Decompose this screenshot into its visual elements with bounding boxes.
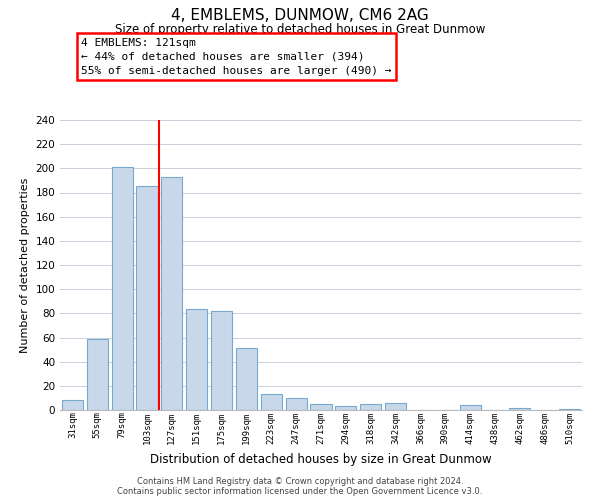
Text: Contains HM Land Registry data © Crown copyright and database right 2024.: Contains HM Land Registry data © Crown c… [137, 477, 463, 486]
Bar [385, 403, 406, 410]
Bar [161, 177, 182, 410]
Bar [286, 398, 307, 410]
Bar [62, 400, 83, 410]
Bar [112, 167, 133, 410]
Bar [236, 348, 257, 410]
Bar [87, 338, 108, 410]
Bar [335, 406, 356, 410]
Text: 4, EMBLEMS, DUNMOW, CM6 2AG: 4, EMBLEMS, DUNMOW, CM6 2AG [171, 8, 429, 22]
Text: Distribution of detached houses by size in Great Dunmow: Distribution of detached houses by size … [150, 452, 492, 466]
Bar [261, 394, 282, 410]
Bar [460, 405, 481, 410]
Bar [509, 408, 530, 410]
Bar [186, 308, 207, 410]
Text: Contains public sector information licensed under the Open Government Licence v3: Contains public sector information licen… [118, 487, 482, 496]
Y-axis label: Number of detached properties: Number of detached properties [20, 178, 30, 352]
Bar [310, 404, 332, 410]
Text: 4 EMBLEMS: 121sqm
← 44% of detached houses are smaller (394)
55% of semi-detache: 4 EMBLEMS: 121sqm ← 44% of detached hous… [81, 38, 392, 76]
Bar [136, 186, 158, 410]
Bar [559, 409, 580, 410]
Bar [360, 404, 381, 410]
Text: Size of property relative to detached houses in Great Dunmow: Size of property relative to detached ho… [115, 22, 485, 36]
Bar [211, 311, 232, 410]
